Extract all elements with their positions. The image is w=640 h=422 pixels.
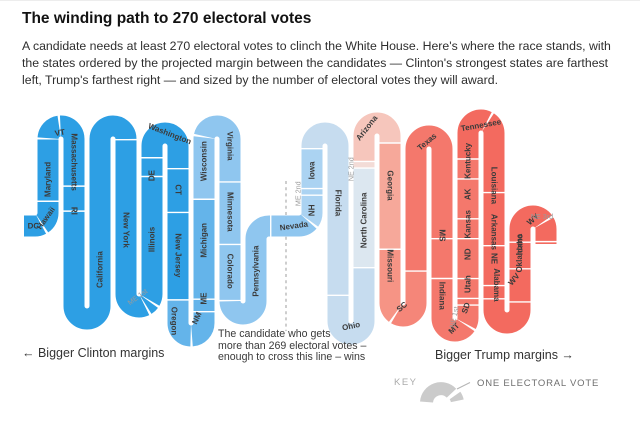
state-label: Alabama xyxy=(492,268,501,302)
threshold-line: The candidate who gets xyxy=(218,328,331,340)
district-label: ME 2nd xyxy=(294,181,303,206)
state-label: NH xyxy=(308,204,317,216)
one-electoral-vote-glyph-icon xyxy=(420,382,471,404)
clinton-margins-note: ← Bigger Clinton margins xyxy=(22,346,165,360)
state-label: DE xyxy=(148,169,157,181)
state-label: MS xyxy=(438,229,447,242)
state-label: North Carolina xyxy=(360,192,369,248)
state-label: Minnesota xyxy=(226,192,235,232)
state-label: New Jersey xyxy=(174,233,183,278)
state-segment xyxy=(24,109,557,347)
state-label: AK xyxy=(464,188,473,200)
key-label: KEY xyxy=(394,377,418,388)
state-label: Wisconsin xyxy=(200,141,209,181)
state-label: Iowa xyxy=(308,161,317,179)
state-label: Pennsylvania xyxy=(252,245,261,297)
state-label: Maryland xyxy=(44,162,53,197)
state-label: New York xyxy=(122,212,131,248)
district-label: NE 1st xyxy=(447,306,460,329)
threshold-line: enough to cross this line – wins xyxy=(218,351,366,363)
state-label: Oklahoma xyxy=(515,233,524,272)
state-label: Virginia xyxy=(225,131,234,161)
key-value-label: ONE ELECTORAL VOTE xyxy=(477,378,600,389)
district-label: NE 2nd xyxy=(347,157,356,181)
state-label: Oregon xyxy=(170,307,179,336)
state-label: Louisiana xyxy=(490,167,499,205)
threshold-line: more than 269 electoral votes – xyxy=(218,339,367,352)
state-label: DC xyxy=(28,221,40,230)
state-label: Florida xyxy=(334,190,343,217)
description-line: left, Trump's farthest right — and sized… xyxy=(22,73,498,87)
state-label: Nevada xyxy=(279,219,309,232)
state-label: Idaho xyxy=(516,234,525,255)
state-label: Colorado xyxy=(226,254,235,289)
state-label: Kentucky xyxy=(464,142,473,179)
state-label: CT xyxy=(174,184,183,195)
state-label: RI xyxy=(70,207,79,215)
state-label: SD xyxy=(460,301,472,315)
state-label: Utah xyxy=(464,275,473,293)
state-segment xyxy=(24,109,557,347)
state-segment xyxy=(24,109,557,347)
state-label: Michigan xyxy=(200,223,209,258)
state-label: Massachusetts xyxy=(70,133,79,191)
state-label: VT xyxy=(54,127,66,138)
description-line: the states ordered by the projected marg… xyxy=(22,56,609,70)
district-label: NE 3rd xyxy=(531,212,553,221)
state-label: Arkansas xyxy=(490,214,499,251)
state-label: Missouri xyxy=(386,249,395,282)
page-title: The winding path to 270 electoral votes xyxy=(22,10,312,27)
state-label: Ohio xyxy=(341,320,361,333)
state-label: Kansas xyxy=(464,210,473,239)
state-label: ND xyxy=(464,248,473,260)
state-label: ME xyxy=(200,292,209,305)
trump-margins-note: Bigger Trump margins → xyxy=(435,348,574,362)
description-line: A candidate needs at least 270 electoral… xyxy=(22,39,611,53)
threshold-annotation: The candidate who gets more than 269 ele… xyxy=(218,328,367,364)
state-label: Illinois xyxy=(148,226,157,252)
state-label: Indiana xyxy=(438,282,447,311)
state-label: Georgia xyxy=(386,170,395,201)
state-label: California xyxy=(96,251,105,288)
chart-description: A candidate needs at least 270 electoral… xyxy=(22,38,622,89)
state-label: NE xyxy=(490,253,499,265)
